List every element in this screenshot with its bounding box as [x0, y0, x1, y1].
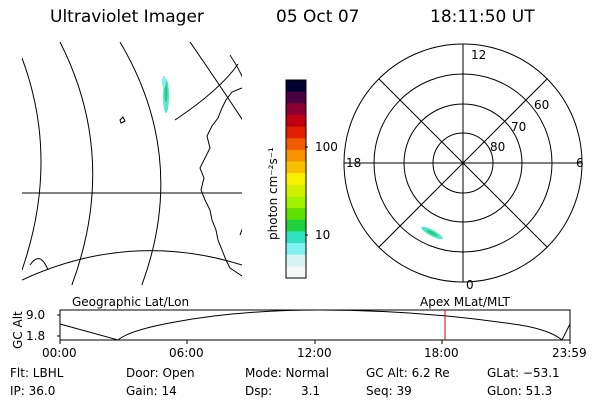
color-bar-segment — [286, 138, 306, 151]
y-tick-1-8: 1.8 — [26, 329, 46, 343]
mlt-label-18: 18 — [346, 156, 362, 170]
app-title: Ultraviolet Imager — [50, 7, 204, 27]
x-tick-0600: 06:00 — [169, 346, 204, 360]
x-tick-1200: 12:00 — [297, 346, 332, 360]
map-grid-line — [174, 63, 239, 121]
color-bar-segment — [286, 149, 306, 163]
lat-label-60: 60 — [534, 98, 550, 112]
color-bar-segment — [286, 231, 306, 244]
color-bar-segment — [286, 126, 306, 139]
x-tick-1800: 18:00 — [424, 346, 459, 360]
date-label: 05 Oct 07 — [276, 7, 360, 27]
lat-label-70: 70 — [511, 120, 527, 134]
polar-plot — [343, 43, 583, 283]
mlt-label-12: 12 — [471, 48, 487, 62]
color-scale-bar — [285, 79, 307, 279]
gain-info: Gain: 14 — [126, 384, 177, 398]
map-grid-line — [22, 250, 242, 281]
color-bar-segment — [286, 114, 306, 128]
color-bar-segment — [286, 184, 306, 197]
y-tick-9: 9.0 — [26, 308, 46, 322]
color-bar-segment — [286, 80, 306, 93]
door-info: Door: Open — [126, 366, 195, 380]
map-aurora — [162, 76, 169, 113]
map-grid-line — [189, 42, 242, 121]
mode-info: Mode: Normal — [245, 366, 329, 380]
color-bar-segment — [286, 219, 306, 232]
color-bar-segment — [286, 266, 306, 279]
color-bar-segment — [286, 161, 306, 174]
glon-info: GLon: 51.3 — [487, 384, 553, 398]
color-bar-segment — [286, 91, 306, 104]
color-bar-tick-10: 10 — [315, 228, 331, 242]
filter-info: Flt: LBHL — [10, 366, 64, 380]
color-bar-segment — [286, 208, 306, 221]
polar-line-diag — [378, 78, 548, 248]
x-tick-2359: 23:59 — [552, 346, 587, 360]
color-bar-segment — [286, 243, 306, 256]
color-bar-ticks — [305, 146, 308, 236]
glat-info: GLat: −53.1 — [487, 366, 560, 380]
color-bar-unit-label: photon cm⁻²s⁻¹ — [266, 147, 280, 240]
polar-aurora — [421, 226, 443, 240]
map-grid-line — [119, 42, 162, 285]
apex-label: Apex MLat/MLT — [420, 295, 510, 309]
orbit-plot — [57, 309, 571, 344]
color-bar-segment — [286, 254, 306, 267]
geographic-map — [22, 42, 242, 285]
seq-info: Seq: 39 — [366, 384, 412, 398]
mlt-label-6: 6 — [576, 156, 584, 170]
geographic-label: Geographic Lat/Lon — [72, 295, 190, 309]
map-grid-line — [29, 258, 49, 271]
x-tick-0000: 00:00 — [42, 346, 77, 360]
color-bar-segment — [286, 103, 306, 116]
color-bar-segment — [286, 173, 306, 186]
dsp-value: 3.1 — [301, 384, 321, 398]
orbit-plot-frame — [59, 309, 571, 341]
map-grid-line — [22, 57, 42, 271]
map-grid-line — [229, 54, 242, 236]
orbit-altitude-curve — [59, 309, 571, 341]
time-label: 18:11:50 UT — [430, 7, 535, 27]
lat-label-80: 80 — [490, 140, 506, 154]
ip-info: IP: 36.0 — [10, 384, 56, 398]
map-grid-line — [59, 42, 94, 285]
color-bar-frame — [285, 79, 307, 279]
gc-alt-axis-label: GC Alt — [11, 311, 25, 349]
dsp-label: Dsp: — [245, 384, 273, 398]
color-bar-segment — [286, 196, 306, 209]
coastline — [199, 87, 242, 277]
mlt-label-0: 0 — [466, 278, 474, 292]
color-bar-tick-100: 100 — [315, 140, 338, 154]
gc-alt-info: GC Alt: 6.2 Re — [366, 366, 450, 380]
island — [119, 116, 126, 124]
